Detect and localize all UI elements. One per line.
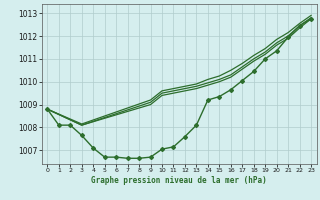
X-axis label: Graphe pression niveau de la mer (hPa): Graphe pression niveau de la mer (hPa) [91,176,267,185]
